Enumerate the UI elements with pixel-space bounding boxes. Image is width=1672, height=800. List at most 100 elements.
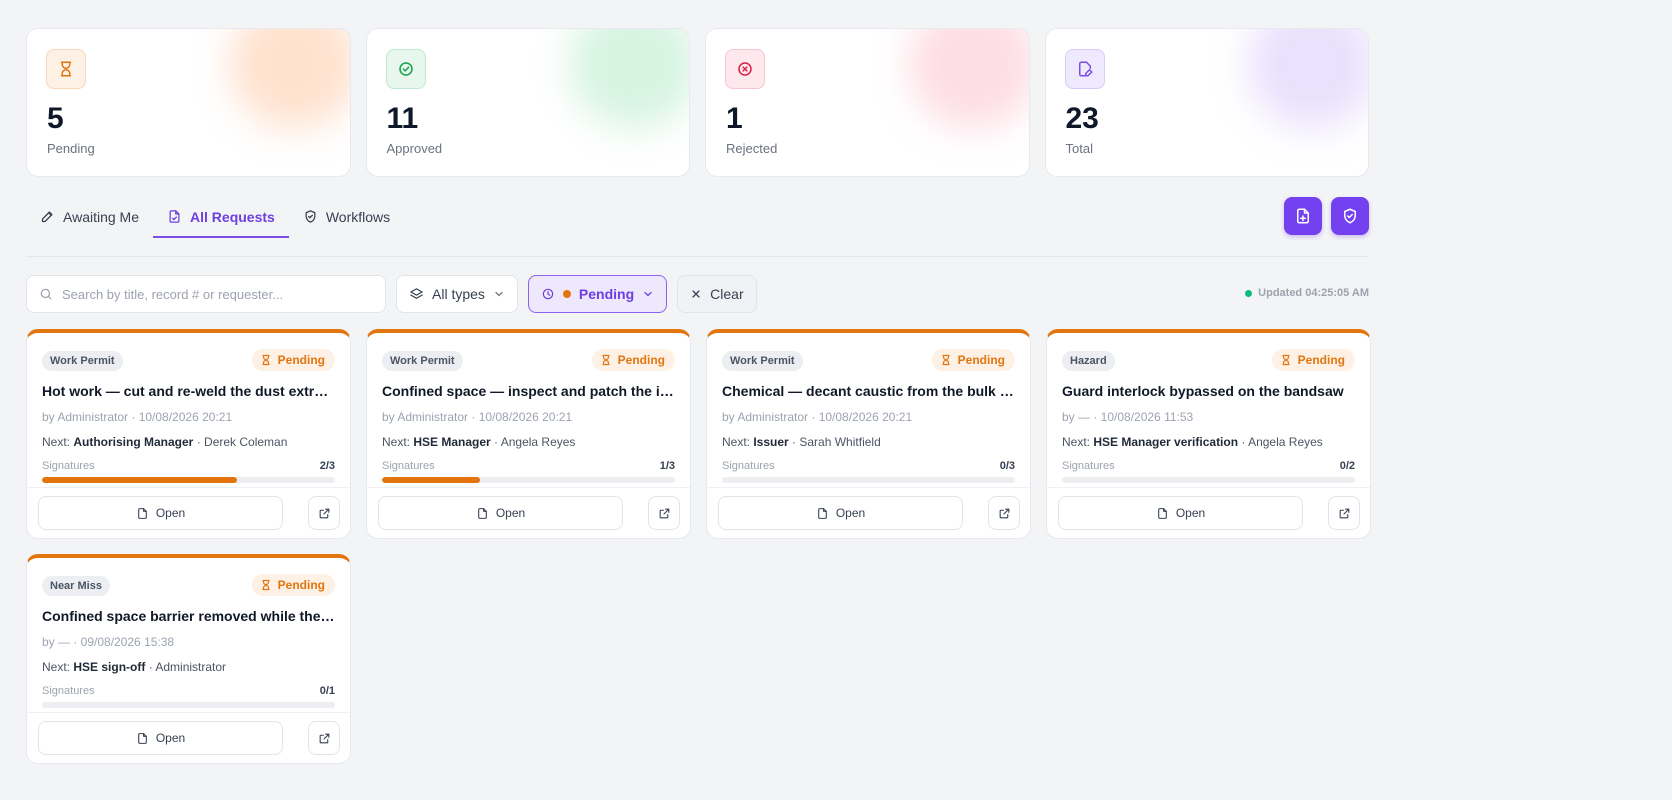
stats-row: 5 Pending 11 Approved 1 Rejected 23 To	[26, 28, 1369, 177]
stat-label: Total	[1065, 141, 1093, 156]
stat-label: Pending	[47, 141, 95, 156]
external-link-icon	[1339, 508, 1349, 518]
stat-glow	[229, 29, 350, 129]
tab-workflows[interactable]: Workflows	[289, 197, 404, 236]
signatures-label: Signatures	[42, 460, 95, 472]
signatures-row: Signatures 0/3	[722, 460, 1015, 472]
hourglass-icon	[1282, 354, 1290, 366]
status-text: Pending	[277, 578, 325, 592]
request-meta: by Administrator · 10/08/2026 20:21	[722, 410, 913, 424]
open-button[interactable]: Open	[38, 496, 283, 530]
card-footer: Open	[27, 712, 350, 763]
close-icon	[692, 290, 700, 298]
type-badge: Hazard	[1062, 351, 1115, 371]
open-button[interactable]: Open	[378, 496, 623, 530]
request-title[interactable]: Confined space — inspect and patch the i…	[382, 383, 675, 399]
shield-check-icon	[1344, 208, 1356, 224]
request-card: Work Permit Pending Hot work — cut and r…	[26, 329, 351, 539]
open-label: Open	[835, 506, 866, 520]
type-filter-dropdown[interactable]: All types	[396, 275, 518, 313]
open-external-button[interactable]	[308, 721, 340, 755]
external-link-icon	[999, 508, 1009, 518]
open-external-button[interactable]	[1328, 496, 1360, 530]
document-icon	[169, 210, 180, 223]
open-external-button[interactable]	[988, 496, 1020, 530]
new-request-button[interactable]	[1284, 197, 1322, 235]
status-text: Pending	[617, 353, 665, 367]
search-icon	[40, 288, 52, 300]
status-badge: Pending	[931, 349, 1015, 371]
chevron-down-icon	[644, 291, 652, 297]
open-label: Open	[155, 731, 186, 745]
type-filter-label: All types	[432, 286, 485, 302]
signatures-label: Signatures	[42, 685, 95, 697]
request-card: Work Permit Pending Chemical — decant ca…	[706, 329, 1031, 539]
request-title[interactable]: Hot work — cut and re-weld the dust extr…	[42, 383, 335, 399]
stat-value: 11	[386, 102, 419, 135]
pencil-icon	[41, 211, 53, 223]
document-icon	[1157, 507, 1167, 519]
clear-label: Clear	[710, 286, 744, 302]
stat-value: 23	[1065, 102, 1099, 135]
next-person: · Administrator	[148, 660, 227, 674]
tab-awaiting-me[interactable]: Awaiting Me	[26, 197, 153, 236]
stat-card-rejected: 1 Rejected	[705, 28, 1030, 177]
next-approver: Next: HSE Manager verification · Angela …	[1062, 435, 1323, 449]
stat-card-pending: 5 Pending	[26, 28, 351, 177]
signatures-label: Signatures	[722, 460, 775, 472]
hourglass-icon	[942, 354, 950, 366]
header-actions	[1284, 197, 1369, 235]
workflow-button[interactable]	[1331, 197, 1369, 235]
next-role: Issuer	[753, 435, 789, 449]
type-badge: Work Permit	[42, 351, 123, 371]
stat-value: 1	[726, 102, 743, 135]
next-role: HSE Manager	[413, 435, 491, 449]
card-footer: Open	[367, 487, 690, 538]
updated-text: Updated 04:25:05 AM	[1258, 287, 1369, 299]
signatures-progress	[42, 702, 335, 708]
open-external-button[interactable]	[308, 496, 340, 530]
request-meta: by Administrator · 10/08/2026 20:21	[42, 410, 233, 424]
live-dot	[1245, 289, 1253, 297]
hourglass-icon	[262, 354, 270, 366]
next-role: Authorising Manager	[73, 435, 194, 449]
document-icon	[137, 507, 147, 519]
clear-filters-button[interactable]: Clear	[677, 275, 757, 313]
request-card: Hazard Pending Guard interlock bypassed …	[1046, 329, 1371, 539]
progress-fill	[382, 477, 480, 483]
request-card: Near Miss Pending Confined space barrier…	[26, 554, 351, 764]
filter-bar: All types Pending Clear Updated 04:25:05…	[26, 275, 1369, 313]
signatures-count: 0/3	[999, 460, 1015, 472]
status-badge: Pending	[251, 349, 335, 371]
request-title[interactable]: Guard interlock bypassed on the bandsaw	[1062, 383, 1344, 399]
hourglass-icon	[262, 579, 270, 591]
status-filter-dropdown[interactable]: Pending	[527, 275, 668, 313]
next-person: · Derek Coleman	[196, 435, 288, 449]
search-input[interactable]	[62, 286, 362, 302]
signatures-progress	[1062, 477, 1355, 483]
request-title[interactable]: Confined space barrier removed while the…	[42, 608, 335, 624]
request-meta: by — · 10/08/2026 11:53	[1062, 410, 1194, 424]
open-button[interactable]: Open	[718, 496, 963, 530]
stat-label: Approved	[386, 141, 443, 156]
stat-glow	[1248, 29, 1369, 129]
next-approver: Next: Authorising Manager · Derek Colema…	[42, 435, 288, 449]
next-person: · Angela Reyes	[1241, 435, 1323, 449]
check-circle-icon	[385, 49, 426, 89]
open-label: Open	[495, 506, 526, 520]
open-button[interactable]: Open	[1058, 496, 1303, 530]
next-approver: Next: HSE Manager · Angela Reyes	[382, 435, 576, 449]
stat-value: 5	[47, 102, 64, 135]
tab-bar: Awaiting Me All Requests Workflows	[26, 197, 1369, 257]
signatures-progress	[382, 477, 675, 483]
tabs: Awaiting Me All Requests Workflows	[26, 197, 404, 257]
updated-timestamp: Updated 04:25:05 AM	[1245, 287, 1369, 299]
document-icon	[817, 507, 827, 519]
request-title[interactable]: Chemical — decant caustic from the bulk …	[722, 383, 1015, 399]
external-link-icon	[319, 733, 329, 743]
open-button[interactable]: Open	[38, 721, 283, 755]
open-external-button[interactable]	[648, 496, 680, 530]
chevron-down-icon	[495, 291, 503, 297]
tab-all-requests[interactable]: All Requests	[153, 197, 289, 238]
search-box	[26, 275, 386, 313]
